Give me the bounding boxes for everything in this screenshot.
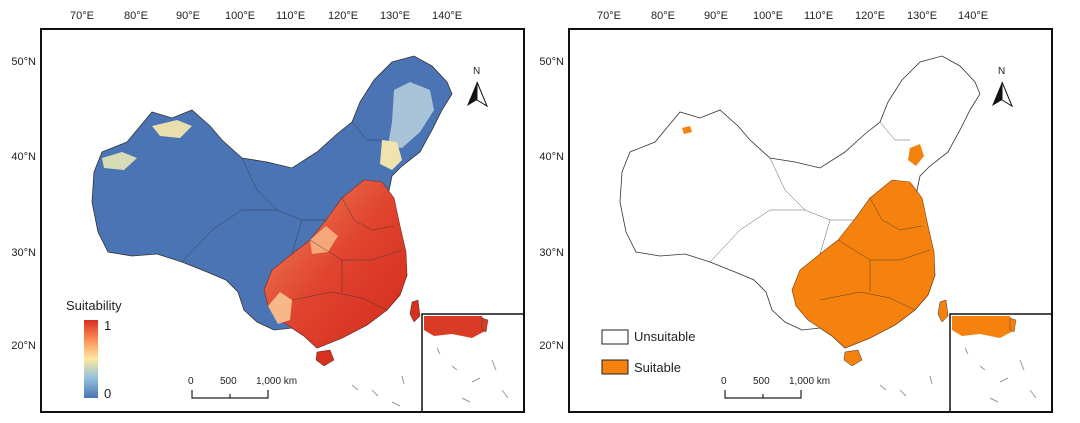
lat-label-30n: 30°N: [11, 247, 36, 259]
legend-unsuitable-label: Unsuitable: [634, 329, 696, 344]
legend-suitable-swatch: [601, 359, 629, 375]
lat-label-20n-right: 20°N: [539, 340, 564, 352]
lat-label-40n-right: 40°N: [539, 151, 564, 163]
binary-map: [601, 55, 1051, 411]
lon-label-110e-right: 110°E: [804, 10, 834, 22]
scale-label-0: 0: [721, 376, 727, 387]
lon-label-130e-right: 130°E: [907, 10, 938, 22]
scale-label-0: 0: [188, 376, 194, 387]
lat-label-50n: 50°N: [11, 56, 36, 68]
lat-label-40n: 40°N: [11, 151, 36, 163]
legend-max-label: 1: [104, 318, 112, 333]
legend-suitable-label: Suitable: [634, 360, 681, 375]
lon-label-80e: 80°E: [124, 10, 148, 22]
lon-label-100e-right: 100°E: [753, 10, 784, 22]
north-label: N: [473, 66, 481, 77]
north-arrow-icon: [992, 81, 1014, 108]
binary-map-panel: Unsuitable Suitable 0 500 1,000 km N: [568, 28, 1053, 413]
lon-label-70e: 70°E: [70, 10, 94, 22]
lon-label-130e: 130°E: [380, 10, 411, 22]
scale-label-500: 500: [220, 376, 237, 387]
lon-label-80e-right: 80°E: [651, 10, 675, 22]
high-suitability-region: [263, 179, 408, 349]
lon-label-70e-right: 70°E: [597, 10, 621, 22]
legend-min-label: 0: [104, 386, 112, 401]
lon-label-110e: 110°E: [276, 10, 306, 22]
lat-label-50n-right: 50°N: [539, 56, 564, 68]
scale-bar-left: [191, 390, 269, 399]
lon-label-100e: 100°E: [225, 10, 256, 22]
lat-label-20n: 20°N: [11, 340, 36, 352]
north-label: N: [998, 66, 1006, 77]
scale-label-500: 500: [753, 376, 770, 387]
lon-label-90e: 90°E: [176, 10, 200, 22]
scale-bar-right: [724, 390, 802, 399]
scale-label-1000: 1,000 km: [256, 376, 298, 387]
scale-label-1000: 1,000 km: [789, 376, 831, 387]
lon-label-140e: 140°E: [432, 10, 463, 22]
legend-title: Suitability: [66, 298, 122, 313]
lon-label-120e: 120°E: [328, 10, 359, 22]
suitable-region: [791, 179, 936, 349]
suitability-map: [84, 55, 523, 411]
lon-label-120e-right: 120°E: [855, 10, 886, 22]
lon-label-90e-right: 90°E: [704, 10, 728, 22]
north-arrow-icon: [467, 81, 489, 108]
suitability-map-panel: Suitability 1 0 0 500 1,000 km N: [40, 28, 525, 413]
lat-label-30n-right: 30°N: [539, 247, 564, 259]
lon-label-140e-right: 140°E: [958, 10, 989, 22]
legend-unsuitable-swatch: [601, 329, 629, 345]
suitability-legend-ramp: [84, 320, 98, 398]
